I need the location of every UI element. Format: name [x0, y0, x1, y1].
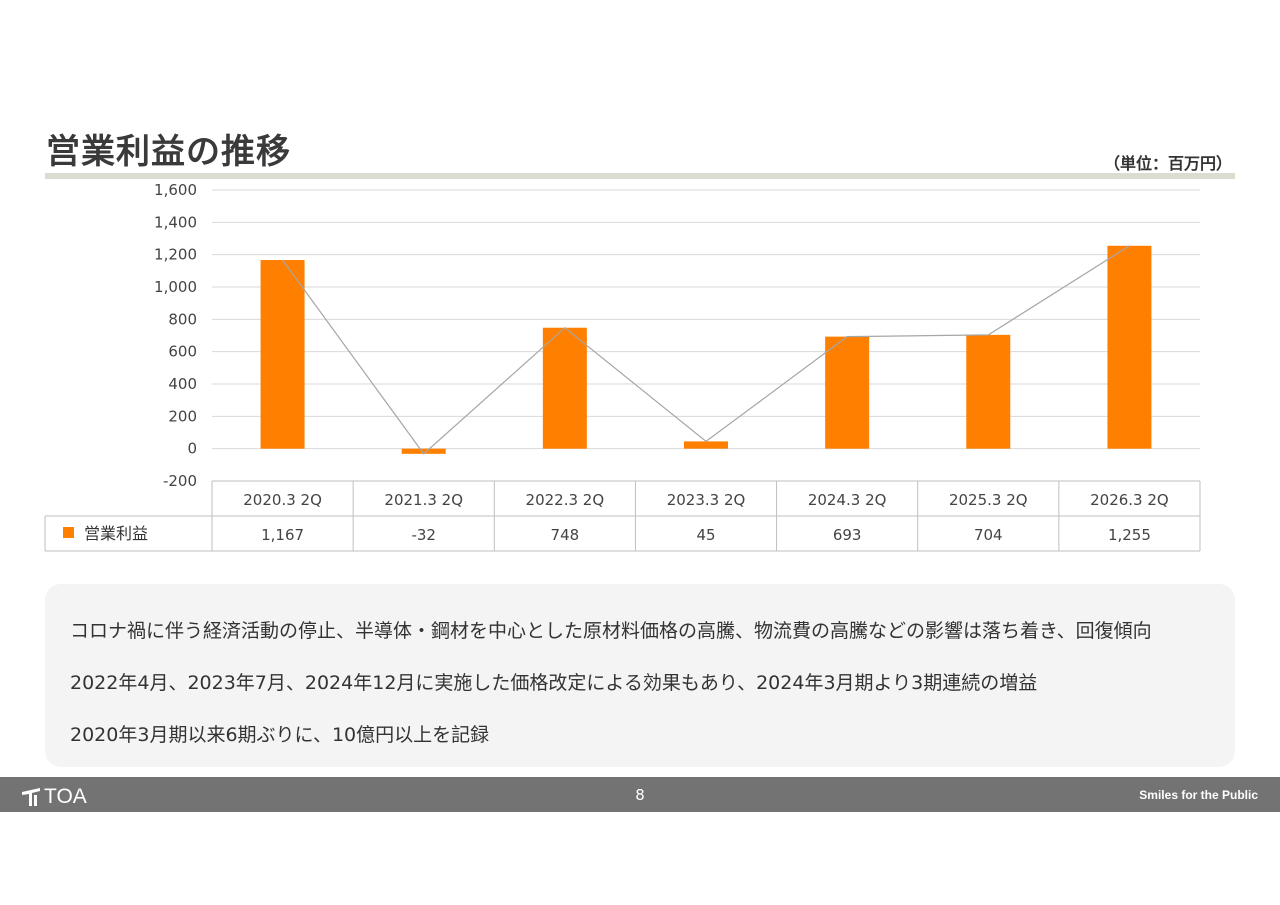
x-category-label: 2026.3 2Q: [1090, 491, 1169, 509]
x-category-label: 2024.3 2Q: [808, 491, 887, 509]
toa-logo-icon: [22, 788, 40, 806]
data-value-label: 704: [974, 526, 1003, 544]
x-category-label: 2020.3 2Q: [243, 491, 322, 509]
y-tick-label: 1,000: [154, 278, 197, 296]
y-tick-label: 800: [168, 310, 197, 328]
y-tick-label: 600: [168, 343, 197, 361]
tagline: Smiles for the Public: [1139, 788, 1258, 802]
note-2: 2022年4月、2023年7月、2024年12月に実施した価格改定による効果もあ…: [70, 672, 1038, 694]
page-number: 8: [635, 786, 645, 804]
y-tick-label: 400: [168, 375, 197, 393]
data-value-label: -32: [411, 526, 436, 544]
operating-profit-chart: -200 0 200 400 600 800 1,000 1,200 1,400 1,600 202…: [44, 181, 1201, 552]
commentary-box: コロナ禍に伴う経済活動の停止、半導体・鋼材を中心とした原材料価格の高騰、物流費の…: [45, 584, 1235, 767]
legend-swatch: [63, 527, 74, 538]
note-3: 2020年3月期以来6期ぶりに、10億円以上を記録: [70, 724, 490, 746]
bar: [401, 448, 446, 454]
y-tick-label: -200: [163, 472, 197, 490]
data-value-label: 1,255: [1108, 526, 1151, 544]
footer-bar: TOA 8 Smiles for the Public: [0, 777, 1280, 812]
x-category-label: 2022.3 2Q: [526, 491, 605, 509]
bar: [825, 336, 870, 449]
data-value-label: 693: [833, 526, 862, 544]
data-value-label: 45: [696, 526, 715, 544]
logo-text: TOA: [44, 785, 87, 808]
toa-logo: TOA: [22, 785, 87, 809]
bar: [542, 327, 587, 449]
legend-series-name: 営業利益: [84, 524, 148, 543]
y-tick-label: 1,600: [154, 181, 197, 199]
data-value-label: 1,167: [261, 526, 304, 544]
bar: [966, 334, 1011, 449]
bar: [684, 441, 728, 449]
title-divider: [45, 173, 1235, 179]
x-category-label: 2025.3 2Q: [949, 491, 1028, 509]
y-tick-label: 1,400: [154, 213, 197, 231]
bar: [1107, 245, 1152, 449]
data-value-label: 748: [551, 526, 580, 544]
x-category-label: 2021.3 2Q: [384, 491, 463, 509]
y-tick-label: 200: [168, 407, 197, 425]
x-category-label: 2023.3 2Q: [667, 491, 746, 509]
bar: [260, 260, 305, 449]
trend-line: [282, 245, 1130, 455]
unit-label: （単位：百万円）: [1103, 154, 1232, 173]
y-tick-label: 0: [187, 440, 197, 458]
y-tick-label: 1,200: [154, 246, 197, 264]
page-title: 営業利益の推移: [46, 132, 291, 172]
note-1: コロナ禍に伴う経済活動の停止、半導体・鋼材を中心とした原材料価格の高騰、物流費の…: [70, 620, 1152, 642]
